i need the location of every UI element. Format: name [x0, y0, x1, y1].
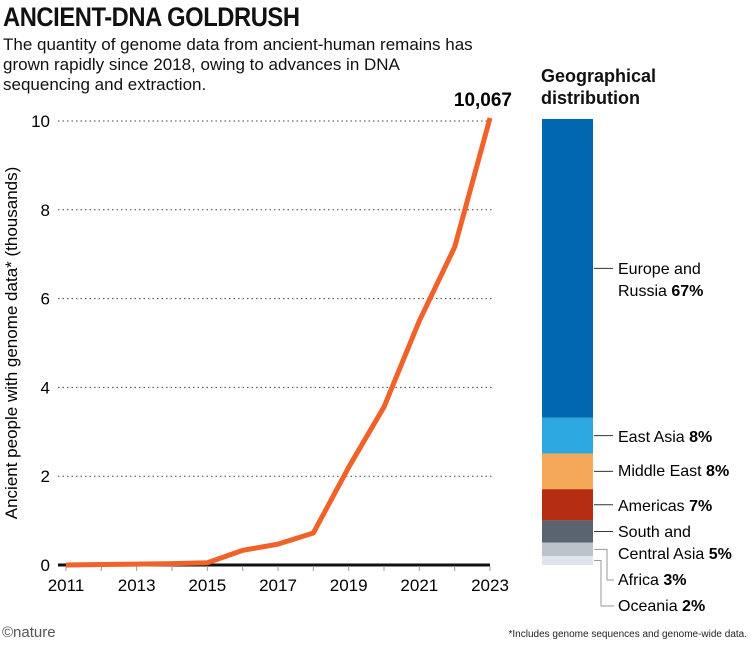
x-tick-label: 2017	[259, 576, 297, 595]
label-oceania: Oceania 2%	[618, 598, 705, 615]
label-sca-2: Central Asia 5%	[618, 546, 732, 563]
label-2: Americas 7%	[618, 498, 712, 515]
label-europe: Europe and	[618, 261, 701, 278]
footnote: *Includes genome sequences and genome-wi…	[508, 629, 748, 640]
x-tick-label: 2023	[471, 576, 509, 595]
label-0: East Asia 8%	[618, 429, 712, 446]
bar-segment	[542, 520, 593, 543]
segment-name: Africa	[618, 572, 659, 589]
label-europe-2: Russia 67%	[618, 283, 703, 300]
x-tick-label: 2015	[188, 576, 226, 595]
segment-percent: 8%	[702, 463, 730, 480]
segment-percent: 8%	[685, 429, 713, 446]
segment-name: Central Asia	[618, 546, 704, 563]
segment-percent: 5%	[704, 546, 732, 563]
bar-title: Geographical distribution	[541, 66, 657, 108]
y-tick-label: 10	[31, 112, 50, 131]
leader-line	[594, 548, 614, 581]
x-tick-label: 2013	[118, 576, 156, 595]
segment-name: South and	[618, 524, 691, 541]
y-tick-label: 0	[41, 556, 50, 575]
segment-percent: 3%	[659, 572, 687, 589]
bar-segment	[542, 453, 593, 490]
label-1: Middle East 8%	[618, 463, 729, 480]
nature-logo: ©nature	[2, 624, 56, 641]
x-tick-label: 2019	[330, 576, 368, 595]
y-tick-label: 8	[41, 201, 50, 220]
bar-segment	[542, 542, 593, 557]
chart-title: ANCIENT-DNA GOLDRUSH	[3, 2, 300, 32]
segment-name: Oceania	[618, 598, 678, 615]
peak-annotation: 10,067	[454, 90, 512, 111]
subtitle: The quantity of genome data from ancient…	[3, 35, 473, 94]
y-axis-label: Ancient people with genome data* (thousa…	[2, 167, 21, 520]
bar-segment	[542, 417, 593, 454]
leader-line	[594, 560, 614, 607]
data-line	[65, 117, 493, 568]
segment-percent: 2%	[678, 598, 706, 615]
bar-segment	[542, 119, 593, 418]
segment-name: Middle East	[618, 463, 702, 480]
x-tick-label: 2021	[400, 576, 438, 595]
label-africa: Africa 3%	[618, 572, 686, 589]
y-tick-label: 2	[41, 467, 50, 486]
label-sca: South and	[618, 524, 691, 541]
segment-percent: 7%	[685, 498, 713, 515]
segment-name: Europe and	[618, 261, 701, 278]
y-tick-label: 6	[41, 290, 50, 309]
x-tick-label: 2011	[48, 576, 85, 595]
segment-percent: 67%	[667, 283, 703, 300]
segment-name: Russia	[618, 283, 667, 300]
segment-name: Americas	[618, 498, 685, 515]
y-tick-label: 4	[41, 378, 50, 397]
segment-name: East Asia	[618, 429, 685, 446]
bar-segment	[542, 489, 593, 521]
bar-segment	[542, 556, 593, 565]
